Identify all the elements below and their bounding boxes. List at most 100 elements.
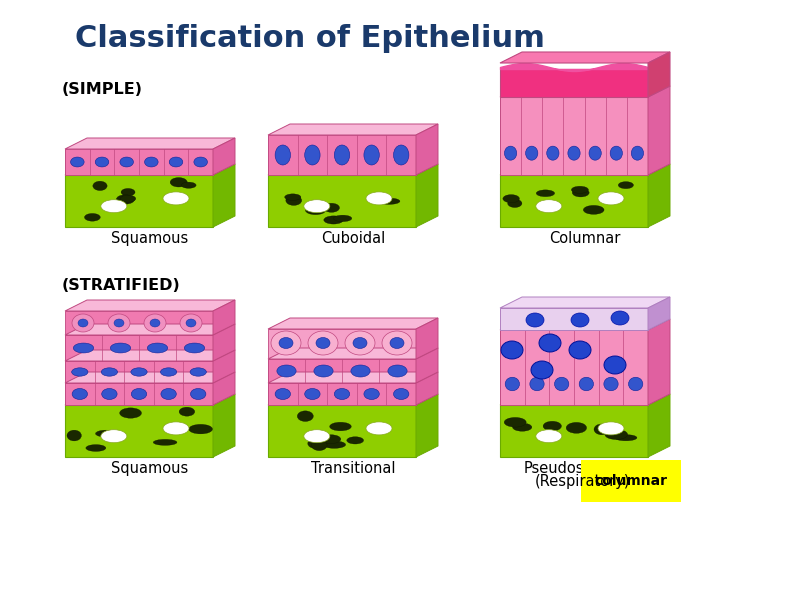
Ellipse shape xyxy=(594,424,609,435)
Polygon shape xyxy=(500,86,670,97)
Ellipse shape xyxy=(321,435,341,444)
Ellipse shape xyxy=(116,195,135,204)
Ellipse shape xyxy=(390,337,404,348)
Ellipse shape xyxy=(323,441,345,449)
Ellipse shape xyxy=(571,313,589,327)
Polygon shape xyxy=(500,164,670,175)
Bar xyxy=(268,329,416,359)
Ellipse shape xyxy=(71,368,88,376)
Ellipse shape xyxy=(279,337,293,348)
Polygon shape xyxy=(416,318,438,359)
Ellipse shape xyxy=(605,430,627,439)
Bar xyxy=(268,175,416,227)
Text: Squamous: Squamous xyxy=(112,461,188,476)
Ellipse shape xyxy=(505,377,520,390)
Ellipse shape xyxy=(297,411,314,422)
Ellipse shape xyxy=(324,216,343,224)
Ellipse shape xyxy=(573,188,589,197)
Polygon shape xyxy=(648,319,670,405)
Bar xyxy=(65,175,213,227)
Text: columnar: columnar xyxy=(595,474,668,488)
Ellipse shape xyxy=(161,389,177,400)
Polygon shape xyxy=(648,86,670,175)
Ellipse shape xyxy=(536,430,562,442)
Ellipse shape xyxy=(181,182,196,188)
Bar xyxy=(500,175,648,227)
Ellipse shape xyxy=(314,365,333,377)
Ellipse shape xyxy=(161,368,177,376)
Ellipse shape xyxy=(364,145,379,165)
Ellipse shape xyxy=(120,157,133,167)
Ellipse shape xyxy=(604,356,626,374)
Polygon shape xyxy=(648,52,670,97)
Ellipse shape xyxy=(629,377,643,390)
Ellipse shape xyxy=(615,435,637,441)
Ellipse shape xyxy=(114,319,124,327)
Ellipse shape xyxy=(131,389,147,400)
Ellipse shape xyxy=(543,421,562,431)
Ellipse shape xyxy=(72,389,87,400)
Polygon shape xyxy=(416,124,438,175)
Polygon shape xyxy=(500,394,670,405)
Ellipse shape xyxy=(382,331,412,355)
Ellipse shape xyxy=(95,157,109,167)
Ellipse shape xyxy=(85,214,101,221)
Ellipse shape xyxy=(304,200,329,213)
Bar xyxy=(65,383,213,405)
Text: Cuboidal: Cuboidal xyxy=(321,231,385,246)
Ellipse shape xyxy=(275,145,291,165)
Ellipse shape xyxy=(353,337,367,348)
Ellipse shape xyxy=(191,389,206,400)
Ellipse shape xyxy=(604,377,618,390)
Bar xyxy=(268,383,416,405)
Ellipse shape xyxy=(531,361,553,379)
Ellipse shape xyxy=(503,195,520,203)
Ellipse shape xyxy=(536,200,562,213)
Ellipse shape xyxy=(93,181,107,190)
Ellipse shape xyxy=(145,157,158,167)
Ellipse shape xyxy=(505,417,526,427)
Bar xyxy=(268,405,416,457)
Ellipse shape xyxy=(569,341,591,359)
Ellipse shape xyxy=(277,365,296,377)
Ellipse shape xyxy=(72,314,94,332)
Polygon shape xyxy=(268,372,438,383)
Ellipse shape xyxy=(364,389,379,400)
Ellipse shape xyxy=(67,430,82,441)
Ellipse shape xyxy=(394,389,409,400)
Bar xyxy=(65,149,213,175)
Ellipse shape xyxy=(512,423,532,431)
Text: (Respiratory): (Respiratory) xyxy=(535,474,630,489)
Ellipse shape xyxy=(568,146,580,160)
Polygon shape xyxy=(65,350,235,361)
Ellipse shape xyxy=(110,343,131,353)
Ellipse shape xyxy=(101,430,127,442)
Bar xyxy=(65,405,213,457)
Ellipse shape xyxy=(185,343,204,353)
Bar xyxy=(65,361,213,383)
Text: Pseudostratified: Pseudostratified xyxy=(524,461,642,476)
Ellipse shape xyxy=(147,343,168,353)
Polygon shape xyxy=(268,394,438,405)
Ellipse shape xyxy=(70,157,84,167)
Ellipse shape xyxy=(351,365,370,377)
Ellipse shape xyxy=(394,145,409,165)
Text: (SIMPLE): (SIMPLE) xyxy=(62,82,143,97)
Ellipse shape xyxy=(378,198,400,204)
Text: Transitional: Transitional xyxy=(310,461,395,476)
Ellipse shape xyxy=(96,430,117,437)
Ellipse shape xyxy=(610,146,623,160)
Ellipse shape xyxy=(306,206,326,215)
Ellipse shape xyxy=(333,215,352,222)
Bar xyxy=(500,69,648,97)
Ellipse shape xyxy=(101,200,127,213)
Ellipse shape xyxy=(366,192,392,205)
Bar xyxy=(65,311,213,335)
Ellipse shape xyxy=(74,343,93,353)
Polygon shape xyxy=(268,164,438,175)
Ellipse shape xyxy=(121,188,135,196)
Ellipse shape xyxy=(286,195,302,206)
Ellipse shape xyxy=(311,440,327,450)
Ellipse shape xyxy=(101,389,117,400)
Polygon shape xyxy=(213,300,235,335)
